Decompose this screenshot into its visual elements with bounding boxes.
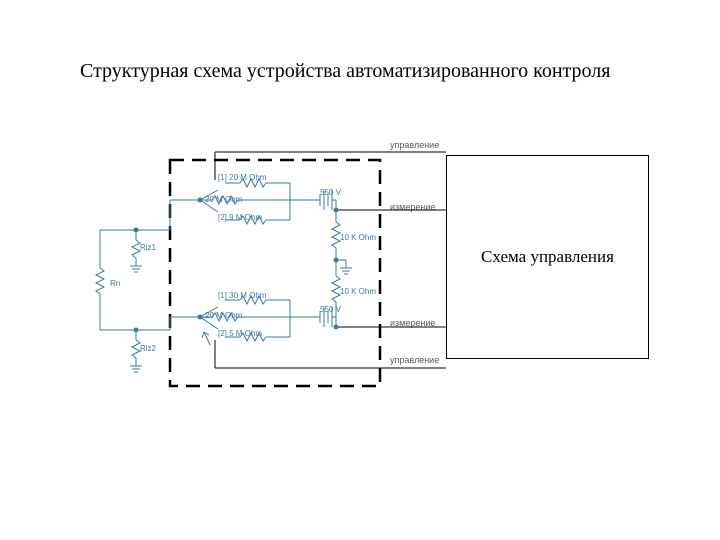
dashed-region bbox=[170, 160, 380, 386]
top-branch bbox=[170, 179, 336, 230]
schematic-svg bbox=[0, 0, 720, 540]
mid-divider bbox=[332, 200, 352, 329]
bottom-branch bbox=[170, 296, 336, 345]
left-network bbox=[96, 228, 170, 372]
